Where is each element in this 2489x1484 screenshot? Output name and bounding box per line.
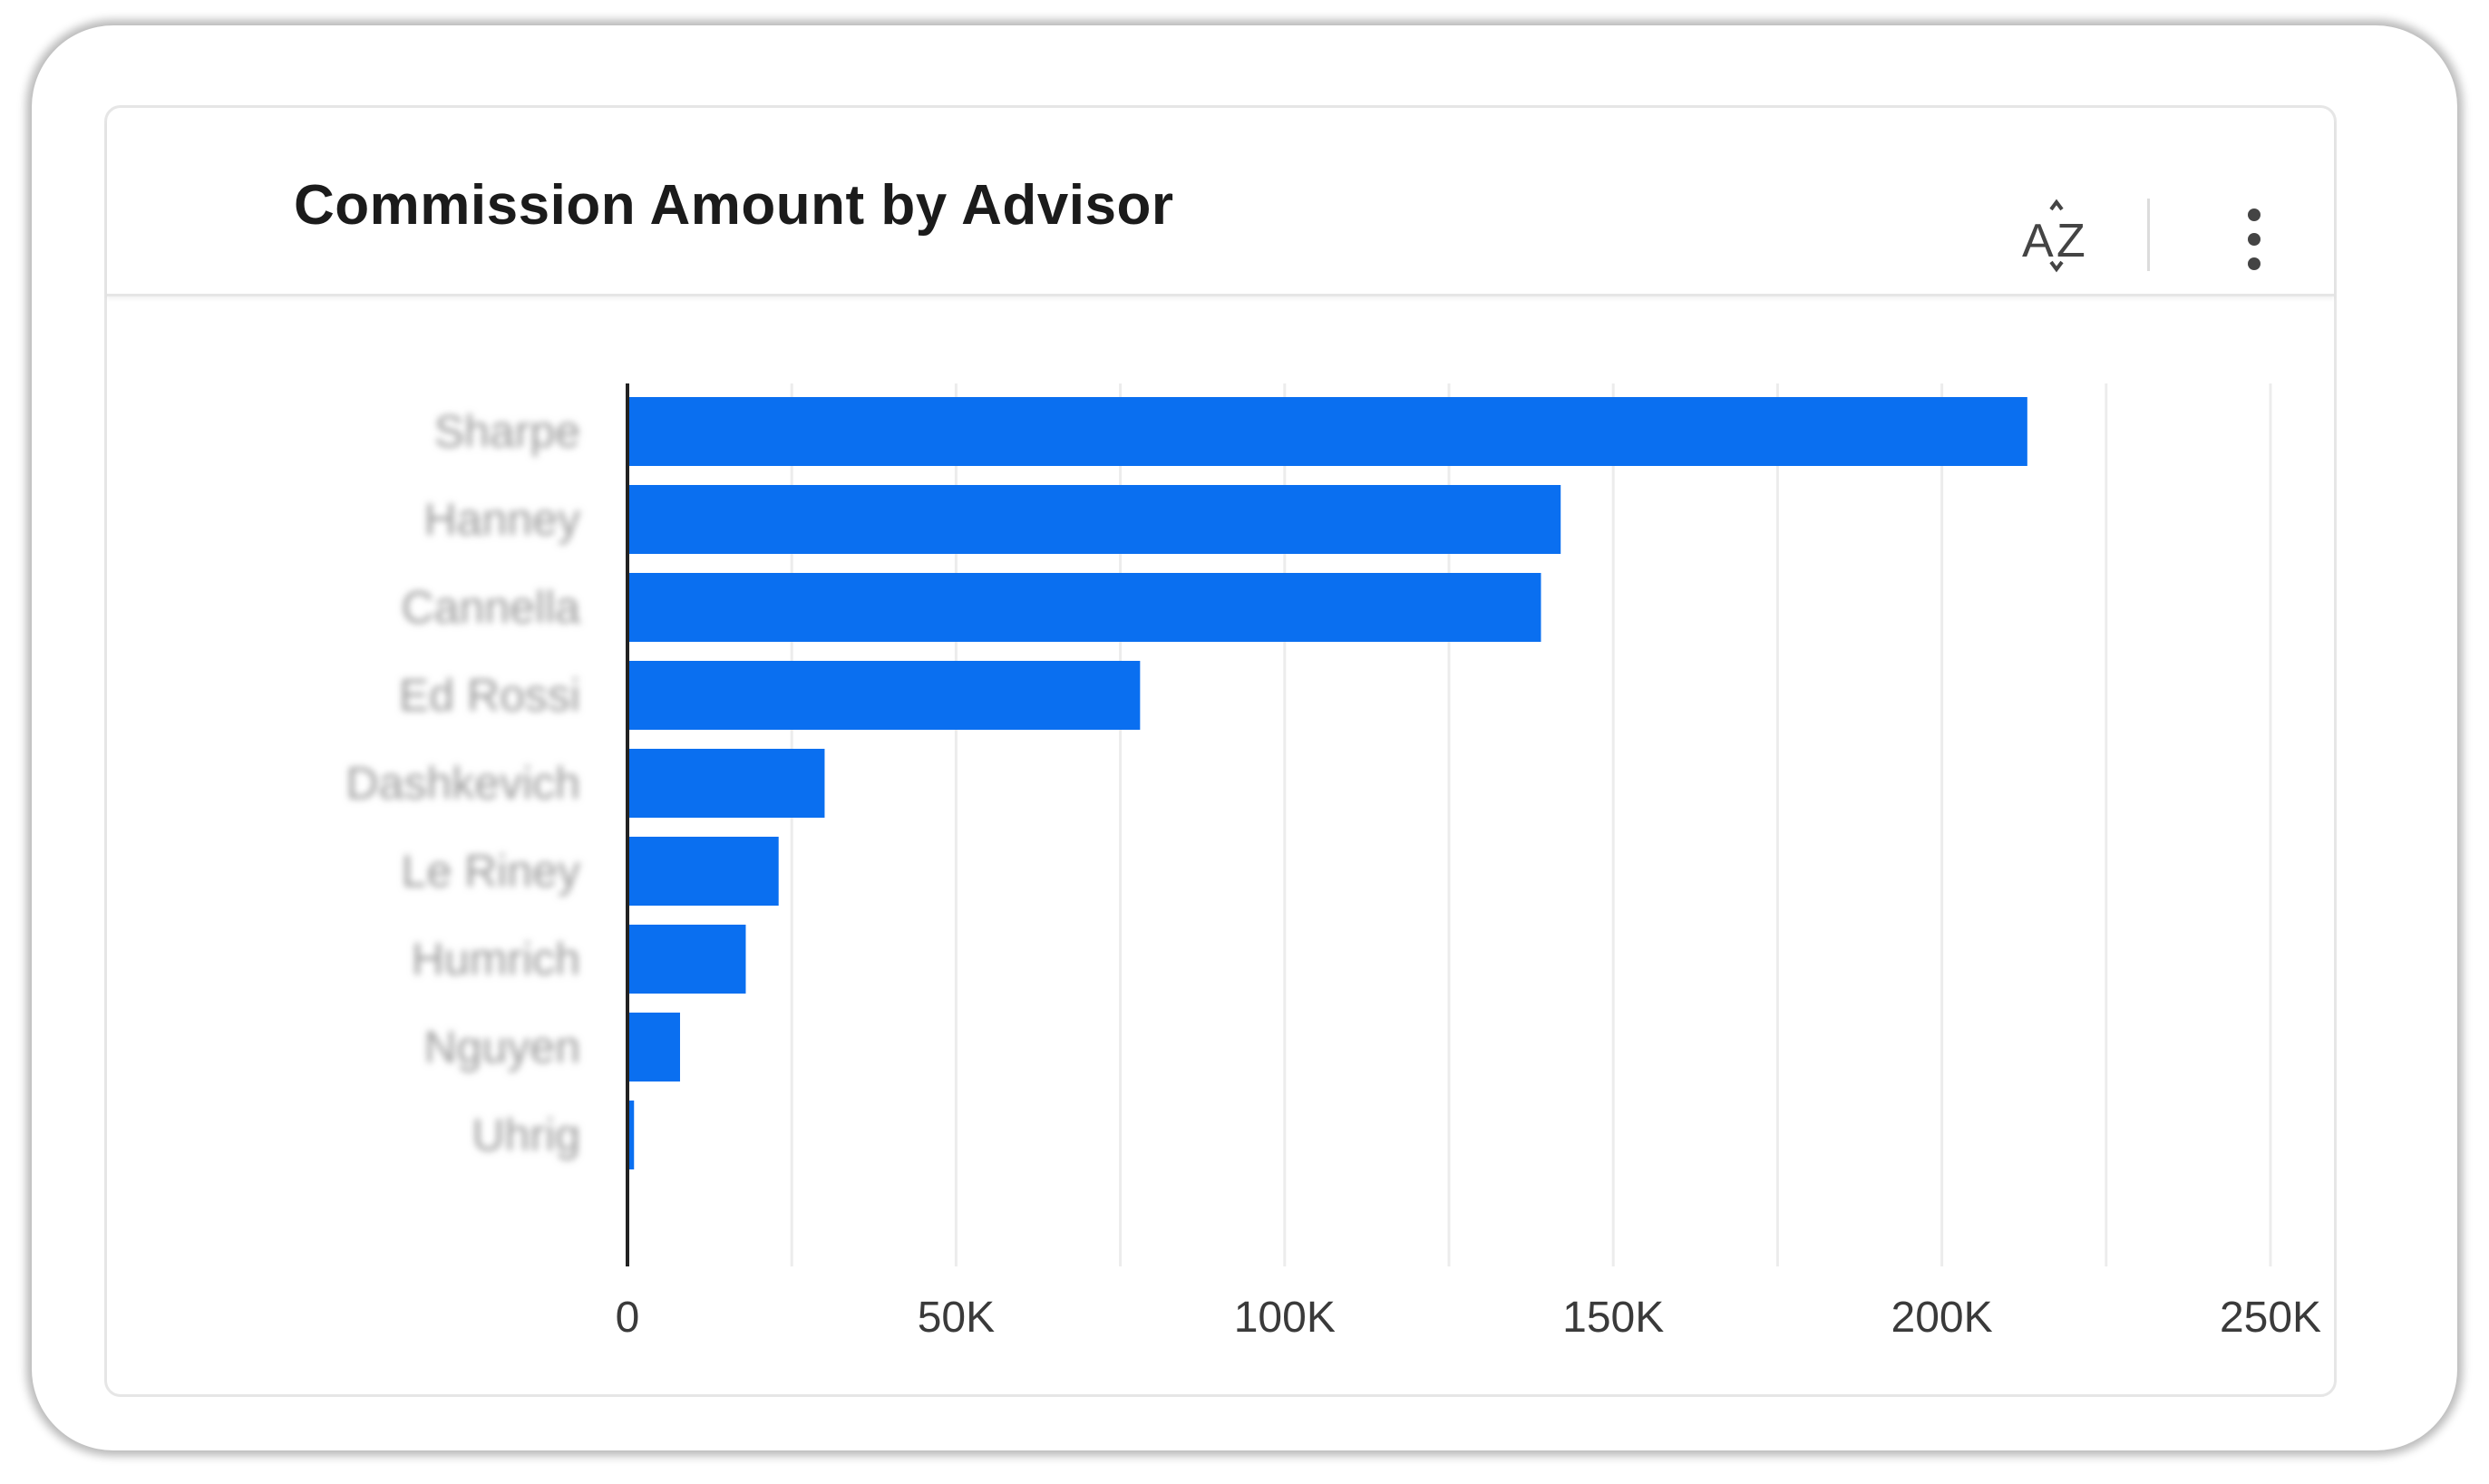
screenshot-frame: Commission Amount by Advisor A Z bbox=[32, 25, 2457, 1450]
category-label: Ed Rossi bbox=[399, 670, 580, 721]
x-tick-label: 100K bbox=[1234, 1294, 1336, 1342]
category-label: Hanney bbox=[424, 494, 580, 545]
more-vertical-icon bbox=[2248, 209, 2261, 270]
x-tick-label: 0 bbox=[616, 1294, 640, 1342]
chart-card: Commission Amount by Advisor A Z bbox=[104, 105, 2337, 1397]
bar-sharpe[interactable] bbox=[627, 397, 2027, 466]
bar-uhrig[interactable] bbox=[627, 1101, 635, 1169]
x-tick-label: 250K bbox=[2220, 1294, 2321, 1342]
more-options-button[interactable] bbox=[2227, 199, 2281, 280]
sort-az-button[interactable]: A Z bbox=[2011, 191, 2111, 282]
bar-hanney[interactable] bbox=[627, 485, 1561, 554]
bar-dashkevich[interactable] bbox=[627, 749, 825, 818]
category-label: Nguyen bbox=[424, 1022, 580, 1072]
category-label: Sharpe bbox=[434, 406, 580, 457]
svg-text:Z: Z bbox=[2056, 215, 2086, 267]
x-tick-label: 200K bbox=[1891, 1294, 1993, 1342]
header-divider bbox=[2147, 199, 2150, 271]
x-tick-label: 50K bbox=[918, 1294, 995, 1342]
bar-nguyen[interactable] bbox=[627, 1013, 680, 1081]
bar-ed-rossi[interactable] bbox=[627, 661, 1141, 730]
card-header: Commission Amount by Advisor A Z bbox=[107, 108, 2334, 296]
bar-le-riney[interactable] bbox=[627, 837, 779, 906]
category-label: Humrich bbox=[412, 934, 580, 984]
x-tick-label: 150K bbox=[1562, 1294, 1664, 1342]
category-label: Le Riney bbox=[402, 846, 580, 897]
bar-cannella[interactable] bbox=[627, 573, 1541, 642]
svg-text:A: A bbox=[2022, 215, 2054, 267]
category-label: Uhrig bbox=[472, 1110, 580, 1160]
category-label: Cannella bbox=[402, 582, 581, 633]
chart-title: Commission Amount by Advisor bbox=[294, 174, 1174, 237]
category-label: Dashkevich bbox=[346, 758, 580, 809]
bar-chart: Sharpe Hanney Cannella Ed Rossi Dashkevich Le… bbox=[346, 383, 2321, 1342]
bar-humrich[interactable] bbox=[627, 925, 746, 994]
sort-az-icon: A Z bbox=[2022, 199, 2086, 273]
